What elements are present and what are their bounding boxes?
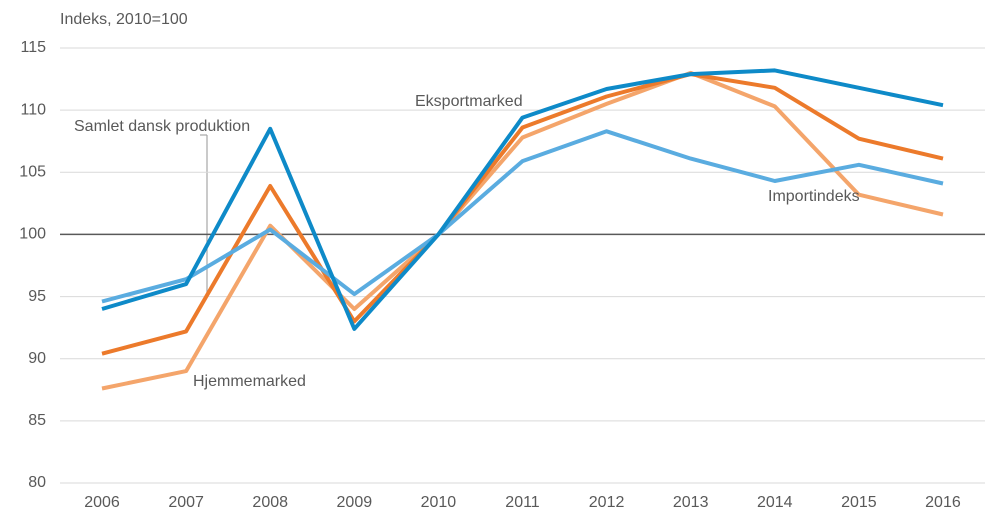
series-line xyxy=(101,72,944,356)
y-tick-label: 115 xyxy=(20,39,46,56)
y-tick-label: 80 xyxy=(28,474,46,491)
x-tick-label: 2009 xyxy=(337,494,373,511)
series-label: Importindeks xyxy=(768,188,860,205)
y-axis-label: Indeks, 2010=100 xyxy=(60,11,188,28)
x-tick-label: 2010 xyxy=(421,494,457,511)
x-tick-label: 2006 xyxy=(84,494,120,511)
y-tick-label: 90 xyxy=(28,350,46,367)
y-tick-label: 100 xyxy=(19,226,46,243)
x-tick-label: 2014 xyxy=(757,494,793,511)
x-tick-label: 2008 xyxy=(252,494,288,511)
x-tick-label: 2015 xyxy=(841,494,877,511)
series-line xyxy=(101,68,944,331)
series-line xyxy=(101,70,944,391)
y-tick-label: 110 xyxy=(20,101,46,118)
series-label: Samlet dansk produktion xyxy=(74,118,250,135)
x-tick-label: 2013 xyxy=(673,494,709,511)
x-tick-label: 2016 xyxy=(925,494,961,511)
y-tick-label: 95 xyxy=(28,288,46,305)
series-label: Hjemmemarked xyxy=(193,373,306,390)
series-line xyxy=(101,129,944,304)
x-tick-label: 2012 xyxy=(589,494,625,511)
y-tick-label: 85 xyxy=(28,412,46,429)
x-tick-label: 2007 xyxy=(168,494,204,511)
x-tick-label: 2011 xyxy=(505,494,540,511)
series-label: Eksportmarked xyxy=(415,93,523,110)
y-tick-label: 105 xyxy=(19,164,46,181)
